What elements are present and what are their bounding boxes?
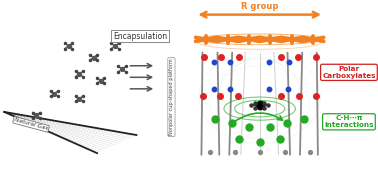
Text: Polar
Carboxylates: Polar Carboxylates bbox=[322, 66, 376, 79]
Text: C-H⋯π
Interactions: C-H⋯π Interactions bbox=[324, 115, 374, 128]
Text: R group: R group bbox=[241, 2, 278, 10]
Text: Nonpolar cup-shaped platform: Nonpolar cup-shaped platform bbox=[169, 59, 174, 135]
Text: Encapsulation: Encapsulation bbox=[113, 32, 167, 41]
Text: Natural Gas: Natural Gas bbox=[14, 117, 48, 131]
